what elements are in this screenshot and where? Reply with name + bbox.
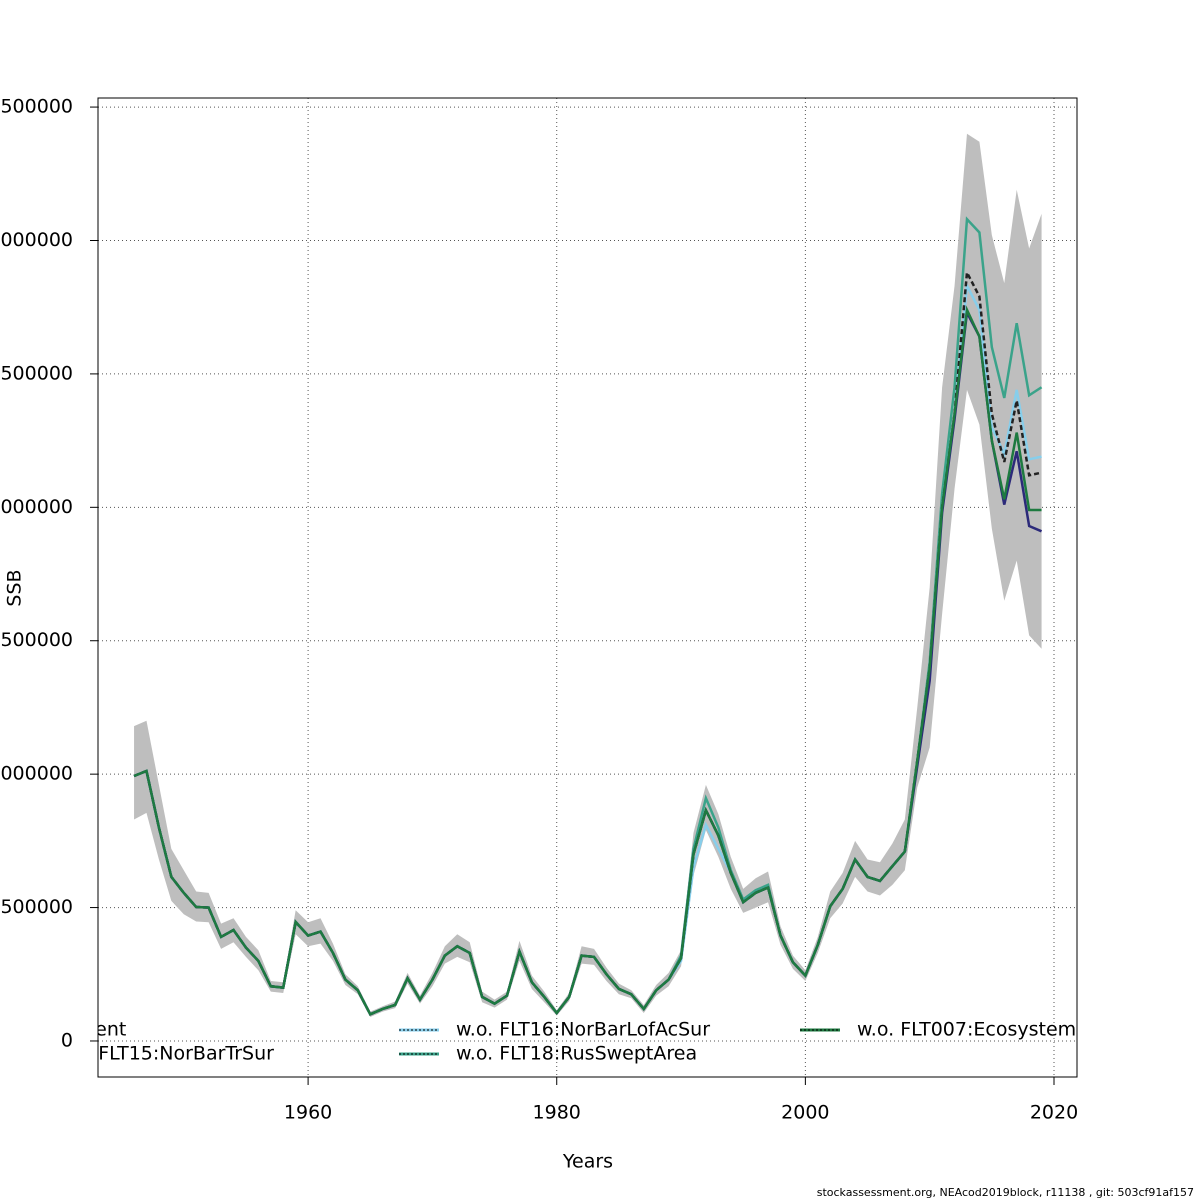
legend-label: w.o. FLT18:RusSweptArea	[456, 1043, 697, 1065]
y-tick-label: 3500000	[0, 96, 73, 118]
x-tick-label: 1960	[284, 1102, 332, 1124]
plot-frame	[97, 97, 1078, 1078]
y-tick-label: 3000000	[0, 229, 73, 251]
legend-label: Current	[55, 1019, 126, 1041]
y-tick-label: 0	[61, 1029, 73, 1051]
y-tick-label: 1500000	[0, 629, 73, 651]
legend-label: w.o. FLT16:NorBarLofAcSur	[456, 1019, 710, 1041]
series-line	[133, 305, 1042, 1016]
legend-label: w.o. FLT007:Ecosystem	[857, 1019, 1076, 1041]
series-line	[133, 308, 1043, 1016]
x-tick-label: 2020	[1030, 1102, 1078, 1124]
y-tick-label: 500000	[0, 896, 73, 918]
confidence-band	[134, 133, 1042, 1017]
legend-label: w.o. FLT15:NorBarTrSur	[55, 1043, 274, 1065]
series-line	[133, 281, 1042, 1016]
x-tick-label: 1980	[533, 1102, 581, 1124]
y-axis-label: SSB	[4, 569, 26, 606]
y-tick-label: 2500000	[0, 362, 73, 384]
footer: stockassessment.org, NEAcod2019block, r1…	[817, 1186, 1194, 1199]
y-tick-label: 1000000	[0, 763, 73, 785]
x-axis-label: Years	[562, 1151, 613, 1173]
x-tick-label: 2000	[781, 1102, 829, 1124]
series-line	[133, 268, 1042, 1016]
y-tick-label: 2000000	[0, 496, 73, 518]
series-line	[133, 216, 1043, 1016]
